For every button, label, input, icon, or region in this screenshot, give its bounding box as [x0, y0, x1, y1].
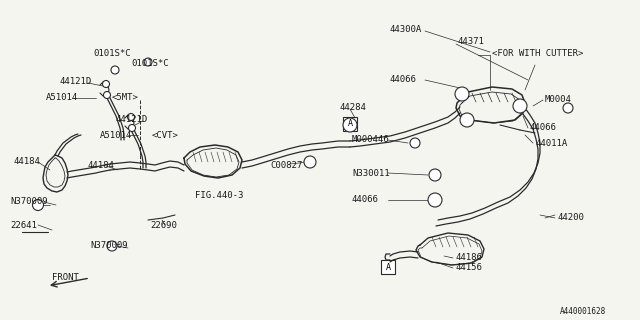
Text: 44186: 44186 [455, 253, 482, 262]
Text: 0101S*C: 0101S*C [131, 60, 168, 68]
Text: 44156: 44156 [455, 263, 482, 273]
Text: 0101S*C: 0101S*C [93, 49, 131, 58]
Circle shape [129, 124, 136, 132]
Text: A440001628: A440001628 [560, 308, 606, 316]
Circle shape [111, 66, 119, 74]
Text: <CVT>: <CVT> [152, 131, 179, 140]
Text: 44300A: 44300A [390, 26, 422, 35]
Circle shape [144, 58, 152, 66]
Text: A: A [385, 262, 390, 271]
Text: 44121D: 44121D [115, 116, 147, 124]
Circle shape [33, 199, 44, 211]
Text: A51014: A51014 [100, 131, 132, 140]
Text: FIG.440-3: FIG.440-3 [195, 190, 243, 199]
Text: 44284: 44284 [340, 103, 367, 113]
Text: N330011: N330011 [352, 169, 390, 178]
Text: 44011A: 44011A [535, 139, 567, 148]
Text: 44121D: 44121D [60, 77, 92, 86]
Circle shape [460, 113, 474, 127]
Text: 22641: 22641 [10, 220, 37, 229]
Text: N370009: N370009 [10, 197, 47, 206]
Text: M000446: M000446 [352, 135, 390, 145]
Text: FRONT: FRONT [52, 273, 79, 282]
Text: 44066: 44066 [390, 76, 417, 84]
Text: N370009: N370009 [90, 242, 127, 251]
Text: M0004: M0004 [545, 95, 572, 105]
Text: A: A [348, 119, 353, 129]
Circle shape [102, 81, 109, 87]
Circle shape [127, 114, 134, 121]
Text: 44184: 44184 [88, 161, 115, 170]
Circle shape [513, 99, 527, 113]
Circle shape [107, 241, 117, 251]
Text: <FOR WITH CUTTER>: <FOR WITH CUTTER> [492, 49, 584, 58]
Text: A51014: A51014 [46, 93, 78, 102]
Circle shape [563, 103, 573, 113]
Circle shape [428, 193, 442, 207]
Text: 22690: 22690 [150, 220, 177, 229]
Circle shape [304, 156, 316, 168]
Circle shape [343, 118, 357, 132]
Text: <5MT>: <5MT> [112, 93, 139, 102]
Circle shape [104, 92, 111, 99]
Text: 44200: 44200 [557, 213, 584, 222]
Text: 44066: 44066 [530, 124, 557, 132]
Circle shape [429, 169, 441, 181]
Circle shape [455, 87, 469, 101]
Text: 44184: 44184 [13, 157, 40, 166]
FancyBboxPatch shape [343, 117, 357, 131]
Text: C00827: C00827 [270, 161, 302, 170]
Text: 44371: 44371 [458, 37, 485, 46]
Circle shape [410, 138, 420, 148]
FancyBboxPatch shape [381, 260, 395, 274]
Text: 44066: 44066 [352, 196, 379, 204]
